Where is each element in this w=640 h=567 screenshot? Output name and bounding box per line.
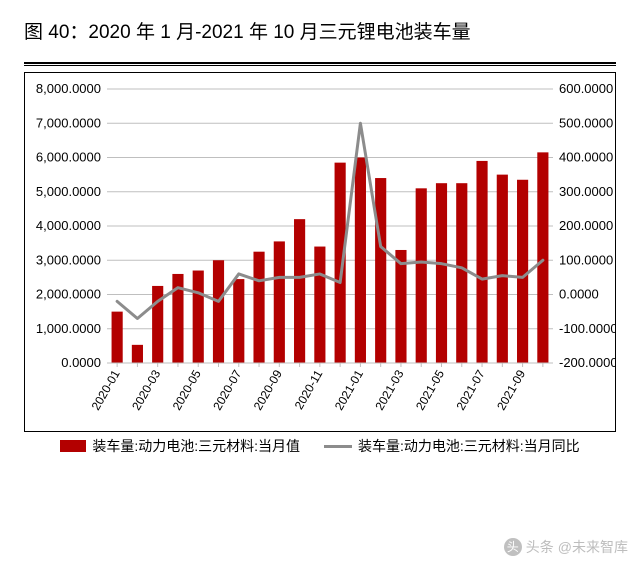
figure-title: 图 40：2020 年 1 月-2021 年 10 月三元锂电池装车量 <box>0 0 640 52</box>
svg-text:400.0000: 400.0000 <box>559 150 613 165</box>
svg-text:-100.0000: -100.0000 <box>559 321 615 336</box>
watermark-at: @未来智库 <box>558 537 628 557</box>
svg-text:8,000.0000: 8,000.0000 <box>36 81 101 96</box>
svg-text:3,000.0000: 3,000.0000 <box>36 252 101 267</box>
legend-swatch-bar <box>60 440 86 452</box>
svg-text:0.0000: 0.0000 <box>559 287 599 302</box>
svg-text:0.0000: 0.0000 <box>61 355 101 370</box>
svg-text:1,000.0000: 1,000.0000 <box>36 321 101 336</box>
svg-text:300.0000: 300.0000 <box>559 184 613 199</box>
legend-label-bar: 装车量:动力电池:三元材料:当月值 <box>92 436 300 456</box>
svg-text:2,000.0000: 2,000.0000 <box>36 287 101 302</box>
svg-text:500.0000: 500.0000 <box>559 115 613 130</box>
watermark: 头 头条 @未来智库 <box>504 537 628 557</box>
svg-text:600.0000: 600.0000 <box>559 81 613 96</box>
svg-text:4,000.0000: 4,000.0000 <box>36 218 101 233</box>
watermark-prefix: 头条 <box>526 537 554 557</box>
chart-container: 0.0000 1,000.0000 2,000.0000 3,000.0000 4,00… <box>24 72 616 432</box>
svg-text:100.0000: 100.0000 <box>559 252 613 267</box>
svg-text:-200.0000: -200.0000 <box>559 355 615 370</box>
title-rule <box>24 62 616 66</box>
legend-swatch-line <box>324 445 352 448</box>
svg-text:5,000.0000: 5,000.0000 <box>36 184 101 199</box>
legend-label-line: 装车量:动力电池:三元材料:当月同比 <box>358 436 580 456</box>
svg-text:200.0000: 200.0000 <box>559 218 613 233</box>
legend: 装车量:动力电池:三元材料:当月值 装车量:动力电池:三元材料:当月同比 <box>24 436 616 456</box>
legend-item-bar: 装车量:动力电池:三元材料:当月值 <box>60 436 300 456</box>
svg-text:6,000.0000: 6,000.0000 <box>36 150 101 165</box>
chart-svg: 0.0000 1,000.0000 2,000.0000 3,000.0000 4,00… <box>25 73 615 431</box>
legend-item-line: 装车量:动力电池:三元材料:当月同比 <box>324 436 580 456</box>
watermark-logo: 头 <box>504 538 522 556</box>
svg-text:7,000.0000: 7,000.0000 <box>36 115 101 130</box>
